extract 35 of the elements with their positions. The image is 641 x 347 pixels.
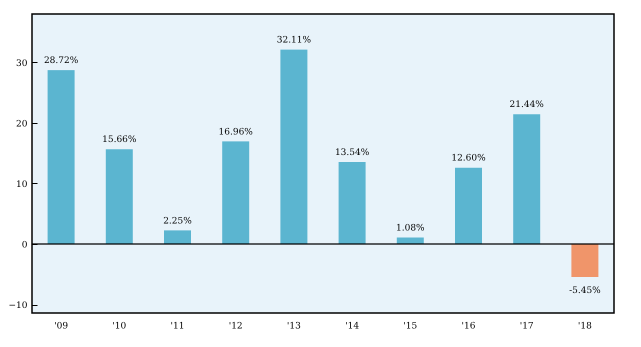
bar: [571, 244, 598, 277]
x-tick-label: '09: [54, 322, 68, 332]
y-tick-label: 20: [16, 119, 28, 130]
x-tick-label: '13: [286, 322, 302, 332]
data-label: 21.44%: [510, 100, 544, 110]
x-tick-label: '10: [112, 322, 127, 332]
bar: [48, 70, 75, 244]
data-label: 12.60%: [451, 154, 486, 164]
bar: [513, 114, 540, 244]
x-tick-label: '17: [520, 322, 534, 332]
bar: [338, 162, 366, 244]
bar: [396, 237, 424, 244]
bar: [222, 141, 250, 244]
data-label: 32.11%: [276, 36, 312, 46]
x-tick-label: '14: [345, 322, 360, 332]
data-label: 28.72%: [44, 56, 79, 66]
data-label: -5.45%: [569, 286, 602, 296]
bar: [455, 168, 482, 244]
bar: [164, 230, 191, 244]
y-tick-label: 0: [22, 240, 28, 250]
data-label: 15.66%: [102, 135, 137, 146]
y-tick-label: 10: [16, 180, 28, 190]
x-tick-label: '12: [228, 322, 243, 332]
x-tick-label: '18: [578, 322, 592, 332]
x-tick-label: '16: [462, 322, 476, 332]
y-tick-label: 30: [16, 58, 28, 69]
y-tick-label: −10: [8, 301, 28, 312]
data-label: 13.54%: [334, 148, 370, 158]
data-label: 1.08%: [396, 223, 426, 234]
x-tick-label: '11: [170, 322, 184, 332]
bar: [106, 149, 133, 244]
bar: [280, 50, 308, 244]
data-label: 16.96%: [218, 127, 254, 138]
x-tick-label: '15: [403, 322, 418, 332]
data-label: 2.25%: [163, 216, 192, 226]
